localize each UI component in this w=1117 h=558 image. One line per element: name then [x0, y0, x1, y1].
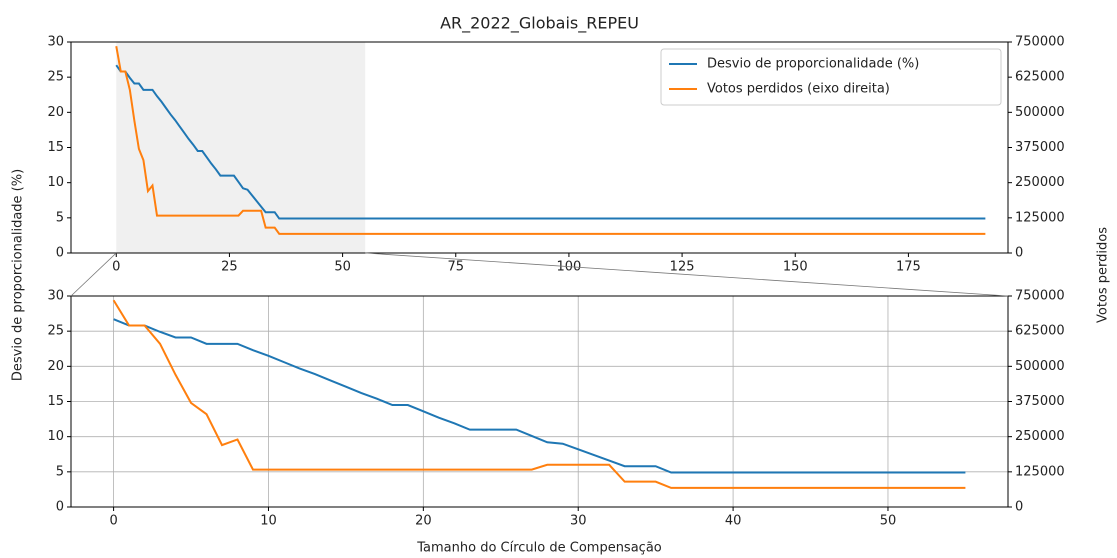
y2-axis-label: Votos perdidos [1096, 227, 1111, 323]
y2-tick-label: 125000 [1015, 210, 1065, 225]
y-tick-label: 30 [47, 289, 64, 304]
y2-tick-label: 125000 [1015, 464, 1065, 479]
series-line [115, 64, 986, 220]
x-tick-label: 10 [260, 514, 277, 529]
zoom-connector [365, 252, 1009, 297]
x-tick-label: 50 [334, 260, 351, 275]
zoom-connector [70, 252, 117, 297]
x-tick-label: 40 [725, 514, 742, 529]
x-tick-label: 175 [896, 260, 921, 275]
y-tick-label: 5 [56, 210, 64, 225]
y-tick-label: 20 [47, 359, 64, 374]
plot-frame [70, 295, 1009, 508]
y2-tick-label: 375000 [1015, 394, 1065, 409]
y2-tick-label: 750000 [1015, 289, 1065, 304]
x-tick-label: 125 [670, 260, 695, 275]
y2-tick-label: 750000 [1015, 35, 1065, 50]
y-tick-label: 15 [47, 140, 64, 155]
y2-tick-label: 625000 [1015, 324, 1065, 339]
legend: Desvio de proporcionalidade (%) Votos per… [660, 48, 1002, 106]
y-tick-label: 25 [47, 70, 64, 85]
y2-tick-label: 375000 [1015, 140, 1065, 155]
y2-tick-label: 0 [1015, 500, 1023, 515]
y2-tick-label: 625000 [1015, 70, 1065, 85]
chart-title: AR_2022_Globais_REPEU [440, 14, 639, 34]
y-tick-label: 20 [47, 105, 64, 120]
x-tick-label: 150 [783, 260, 808, 275]
y-tick-label: 25 [47, 324, 64, 339]
x-tick-label: 30 [570, 514, 587, 529]
x-tick-label: 75 [447, 260, 464, 275]
y2-tick-label: 0 [1015, 246, 1023, 261]
legend-label: Desvio de proporcionalidade (%) [707, 57, 919, 72]
legend-box [660, 48, 1002, 106]
y2-tick-label: 250000 [1015, 175, 1065, 190]
legend-label: Votos perdidos (eixo direita) [707, 82, 890, 97]
x-tick-label: 25 [221, 260, 238, 275]
series-line [112, 299, 966, 489]
y2-tick-label: 500000 [1015, 105, 1065, 120]
y-axis-label: Desvio de proporcionalidade (%) [11, 169, 26, 381]
x-axis-label: Tamanho do Círculo de Compensação [416, 541, 662, 556]
series-line [115, 46, 986, 235]
y-tick-label: 0 [56, 500, 64, 515]
y-tick-label: 15 [47, 394, 64, 409]
y-tick-label: 0 [56, 246, 64, 261]
series-line [113, 318, 966, 474]
y2-tick-label: 250000 [1015, 429, 1065, 444]
x-tick-label: 20 [415, 514, 432, 529]
y-tick-label: 30 [47, 35, 64, 50]
y-tick-label: 10 [47, 175, 64, 190]
x-tick-label: 0 [109, 514, 117, 529]
zoom-region [116, 42, 366, 253]
x-tick-label: 0 [112, 260, 120, 275]
x-tick-label: 50 [880, 514, 897, 529]
y2-tick-label: 500000 [1015, 359, 1065, 374]
plot-frame [70, 41, 1009, 254]
y-tick-label: 10 [47, 429, 64, 444]
y-tick-label: 5 [56, 464, 64, 479]
